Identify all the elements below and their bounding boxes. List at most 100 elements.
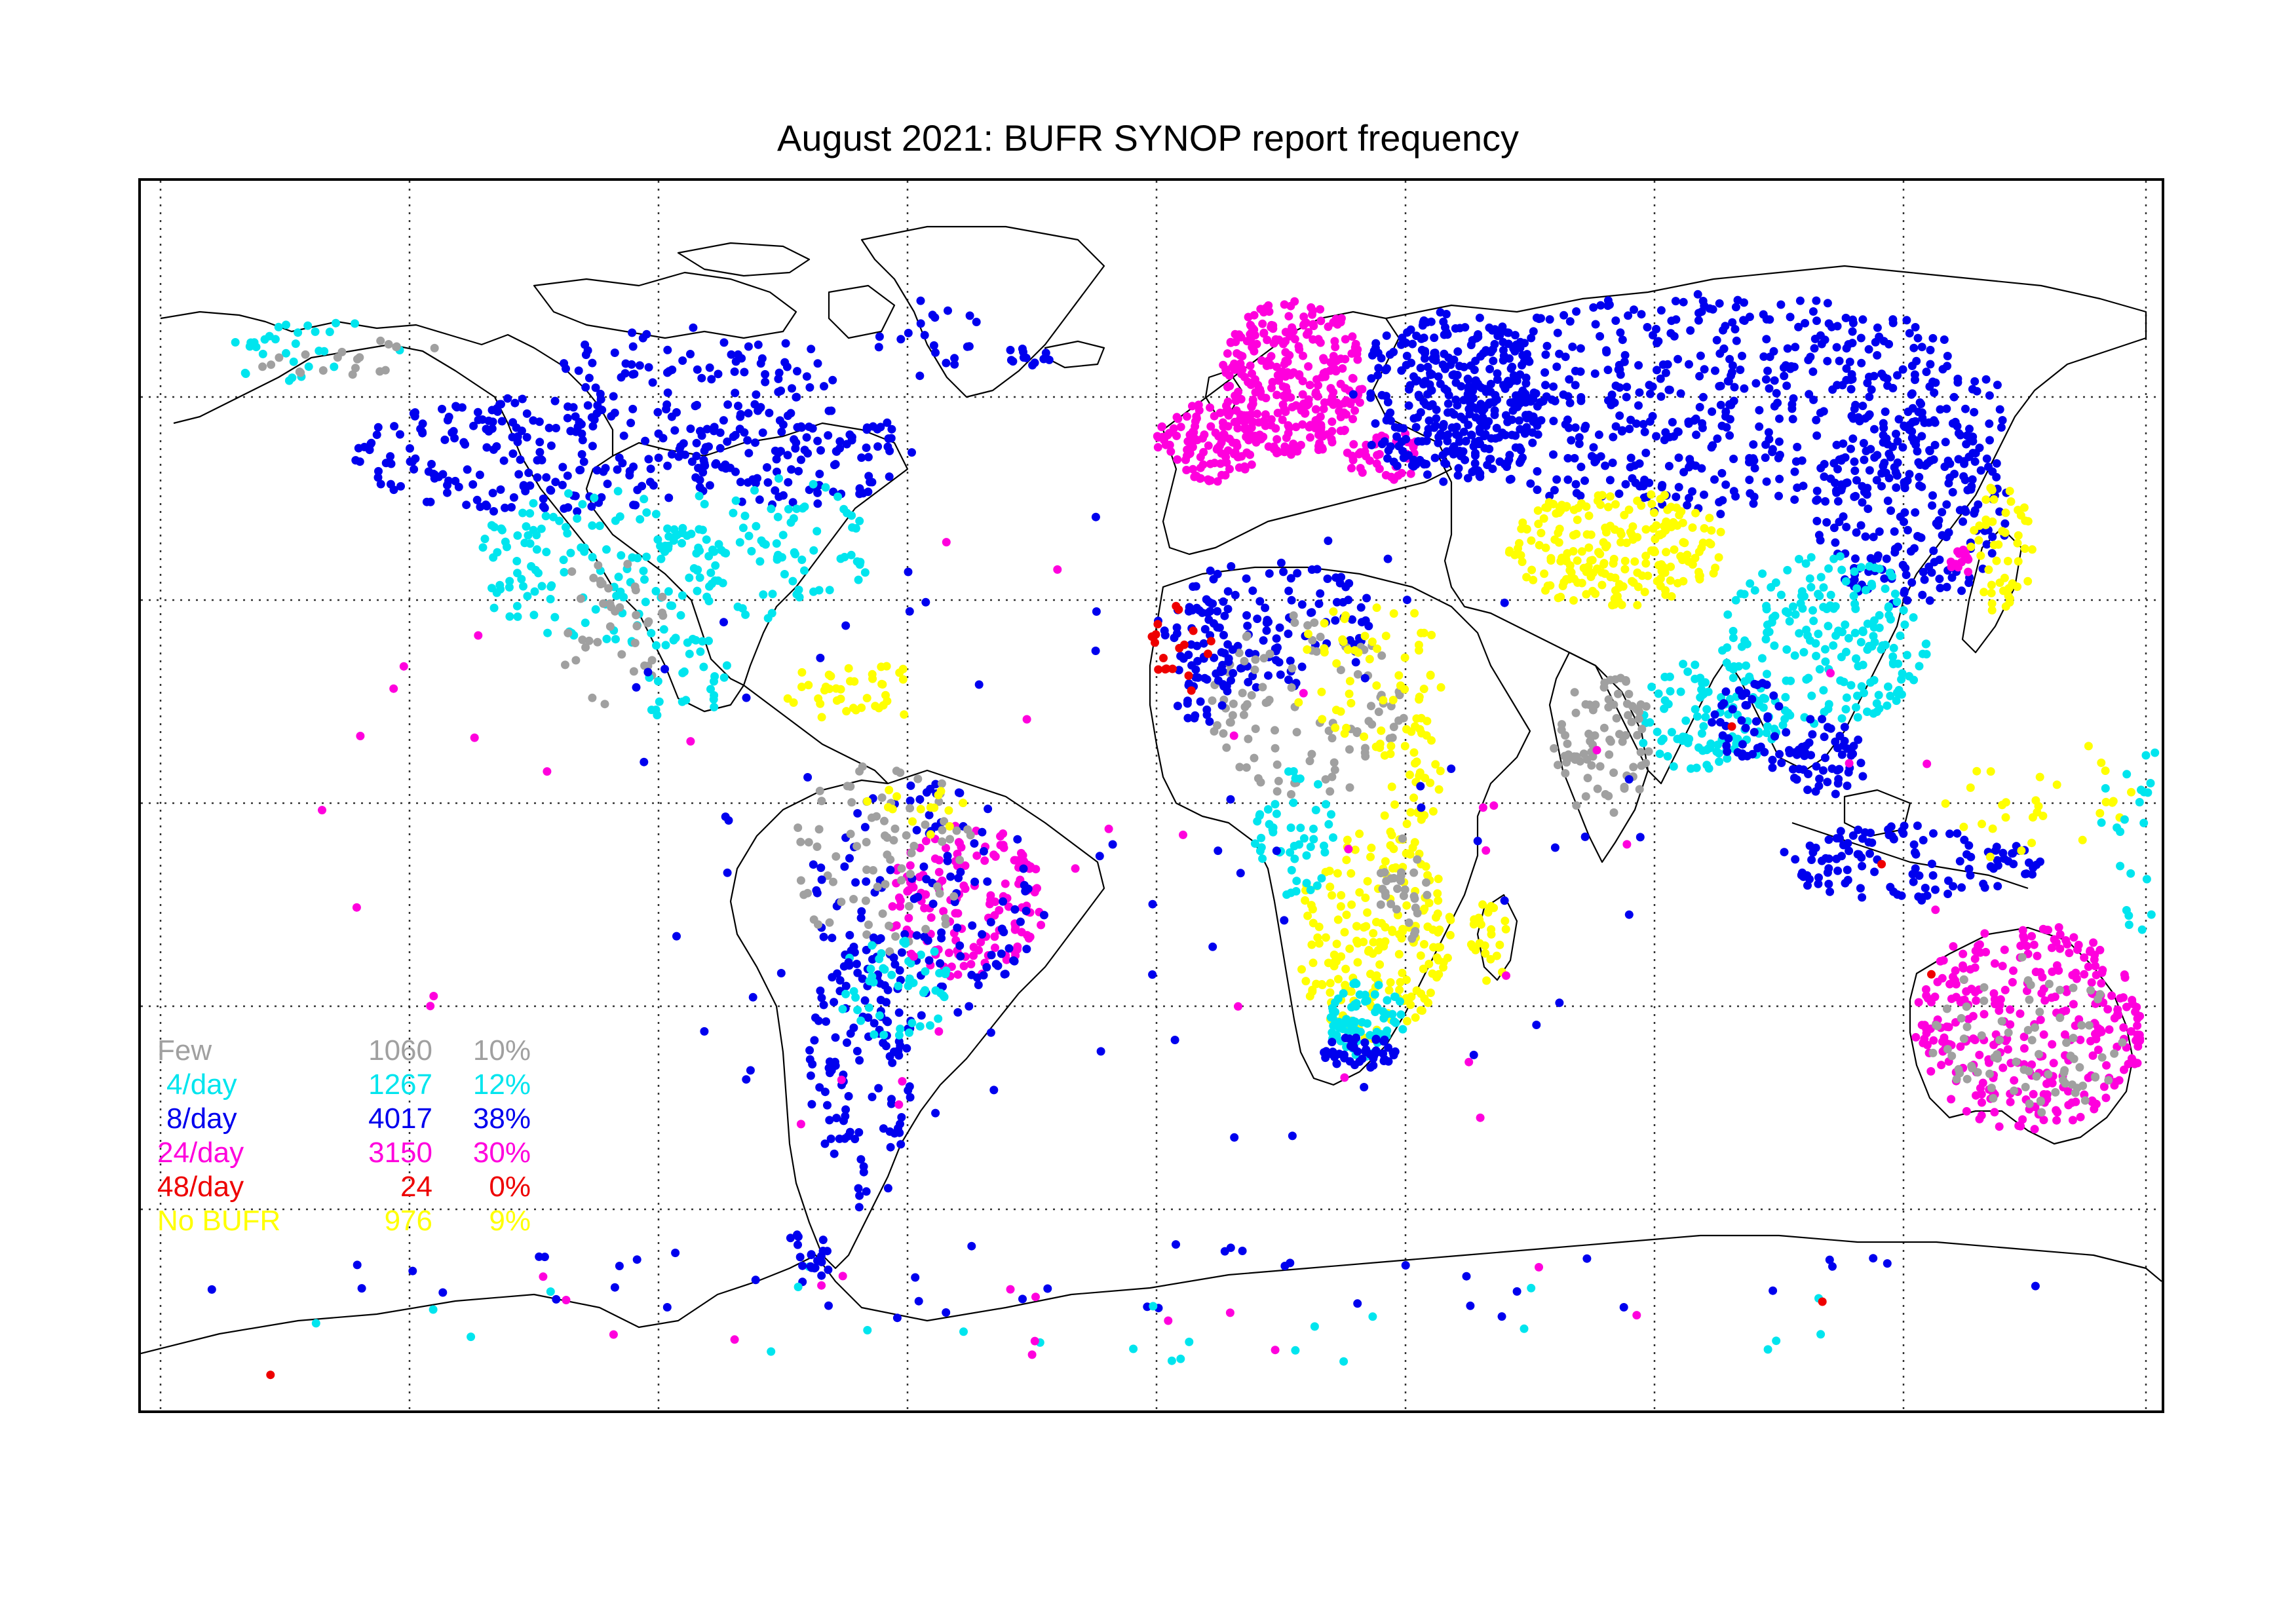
station-dot-few [938,837,947,846]
station-dot-8day [1860,455,1869,464]
station-dot-24day [1348,332,1357,341]
station-dot-nobufr [1716,527,1725,537]
station-dot-24day [915,873,924,882]
station-dot-4day [772,539,781,548]
station-dot-4day [1286,823,1295,832]
station-dot-nobufr [1340,928,1349,937]
station-dot-8day [906,781,915,790]
station-dot-8day [894,1037,904,1046]
station-dot-8day [1439,477,1448,486]
station-dot-8day [1928,871,1938,880]
station-dot-8day [1451,324,1460,333]
station-dot-nobufr [1505,546,1514,556]
station-dot-8day [926,784,935,793]
station-dot-8day [1504,455,1514,464]
station-dot-4day [1329,833,1337,842]
station-dot-nobufr [1331,723,1340,732]
station-dot-nobufr [1365,654,1374,664]
station-dot-24day [972,851,982,860]
station-dot-nobufr [1428,807,1438,816]
station-dot-8day [1791,343,1800,352]
station-dot-4day [1819,583,1828,592]
station-dot-few [605,622,615,631]
station-dot-nobufr [1550,535,1559,544]
station-dot-4day [664,532,674,541]
station-dot-few [1561,769,1570,778]
station-dot-4day [750,486,759,495]
station-dot-8day [1501,411,1510,420]
station-dot-8day [1833,497,1843,506]
station-dot-nobufr [1373,945,1383,954]
station-dot-few [823,871,832,880]
station-dot-8day [1244,677,1253,687]
station-dot-few [1633,730,1642,740]
station-dot-8day [1948,487,1957,497]
station-dot-8day [1242,574,1251,583]
station-dot-8day [1981,375,1991,384]
station-dot-nobufr [1338,635,1347,644]
station-dot-8day [1839,840,1848,850]
station-dot-4day [1654,689,1663,698]
station-dot-24day [1264,442,1273,451]
station-dot-8day [1892,429,1900,438]
station-dot-4day [1899,606,1908,615]
station-dot-4day [738,523,748,533]
station-dot-8day [1738,752,1747,761]
station-dot-4day [1767,618,1776,627]
station-dot-few [849,895,858,903]
station-dot-nobufr [1672,503,1681,512]
station-dot-4day [670,525,679,534]
station-dot-8day [1857,358,1866,368]
station-dot-few [267,360,276,369]
station-dot-24day [2048,967,2057,976]
station-dot-8day [584,373,594,383]
station-dot-4day [1821,657,1830,666]
station-dot-24day [1258,319,1267,328]
station-dot-few [1989,1094,1998,1103]
station-dot-few [1636,747,1645,757]
station-dot-8day [563,471,572,480]
station-dot-8day [1620,357,1629,366]
station-dot-nobufr [1309,918,1318,928]
station-dot-4day [709,695,718,704]
station-dot-4day [710,576,719,585]
station-dot-few [1609,700,1618,709]
station-dot-nobufr [1981,495,1991,504]
station-dot-8day [1940,335,1949,344]
station-dot-4day [906,958,915,968]
station-dot-24day [1307,303,1316,312]
station-dot-8day [1823,299,1832,308]
station-dot-8day [1377,440,1387,449]
station-dot-24day [1279,339,1288,349]
station-dot-4day [505,576,514,586]
station-dot-nobufr [1647,490,1656,499]
station-dot-few [295,368,304,376]
station-dot-8day [1834,774,1843,784]
station-dot-8day [816,446,825,455]
station-dot-8day [524,468,533,478]
station-dot-8day [1763,366,1772,375]
station-dot-4day [252,343,261,352]
station-dot-8day [1932,519,1941,528]
station-dot-few [1593,784,1602,793]
station-dot-nobufr [2027,545,2037,554]
station-dot-8day [1328,1038,1337,1047]
station-dot-24day [2050,935,2059,944]
station-dot-4day [1814,630,1823,639]
station-dot-8day [1837,750,1846,759]
station-dot-4day [866,964,875,973]
station-dot-24day [1271,424,1280,433]
station-dot-8day [874,935,883,945]
station-dot-8day [916,296,925,305]
station-dot-8day [1459,415,1468,424]
station-dot-8day [1908,417,1917,426]
station-dot-24day [1298,420,1307,429]
station-dot-4day [1326,1013,1335,1022]
station-dot-8day [1697,464,1706,473]
station-dot-8day [581,350,590,360]
station-dot-nobufr [2020,544,2029,553]
station-dot-nobufr [1318,715,1327,724]
station-dot-4day [1806,636,1814,645]
station-dot-4day [767,504,776,514]
station-dot-24day [1306,421,1315,430]
